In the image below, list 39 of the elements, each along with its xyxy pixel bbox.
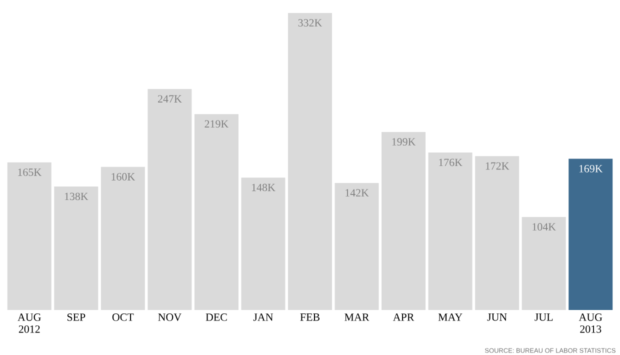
x-tick-label: MAY <box>438 314 462 321</box>
x-tick-label: AUG 2012 <box>18 314 41 333</box>
data-label: 104K <box>532 223 556 231</box>
data-label: 219K <box>204 120 229 128</box>
x-tick-label: OCT <box>112 314 134 321</box>
x-tick-label: MAR <box>344 314 370 321</box>
bar <box>148 89 192 310</box>
data-label: 169K <box>579 165 603 172</box>
bar <box>475 156 520 310</box>
x-tick-label: NOV <box>158 314 182 321</box>
data-label: 176K <box>439 158 462 166</box>
bar <box>7 162 52 310</box>
bar <box>100 166 145 310</box>
x-tick-label: JUL <box>534 314 553 321</box>
x-tick-label: JAN <box>253 314 274 321</box>
x-tick-label: JUN <box>487 314 507 321</box>
bar <box>568 158 613 310</box>
bar <box>428 152 472 310</box>
bar <box>54 186 98 310</box>
data-label: 160K <box>112 173 135 180</box>
x-tick-label: AUG 2013 <box>578 314 602 333</box>
data-label: 142K <box>346 189 369 196</box>
data-label: 148K <box>252 184 276 192</box>
data-label: 199K <box>392 138 416 146</box>
x-tick-label: APR <box>392 314 414 321</box>
bar <box>522 216 566 310</box>
data-label: 165K <box>18 168 42 176</box>
bar <box>334 182 379 310</box>
bar <box>288 12 332 310</box>
data-label: 247K <box>158 95 182 102</box>
data-label: 172K <box>486 162 510 170</box>
x-tick-label: DEC <box>206 314 227 321</box>
x-tick-label: FEB <box>300 314 320 321</box>
bar <box>194 114 238 310</box>
data-label: 332K <box>298 19 322 27</box>
bar <box>382 132 426 310</box>
bar <box>241 178 286 310</box>
x-tick-label: SEP <box>67 314 86 321</box>
data-label: 138K <box>64 192 88 200</box>
